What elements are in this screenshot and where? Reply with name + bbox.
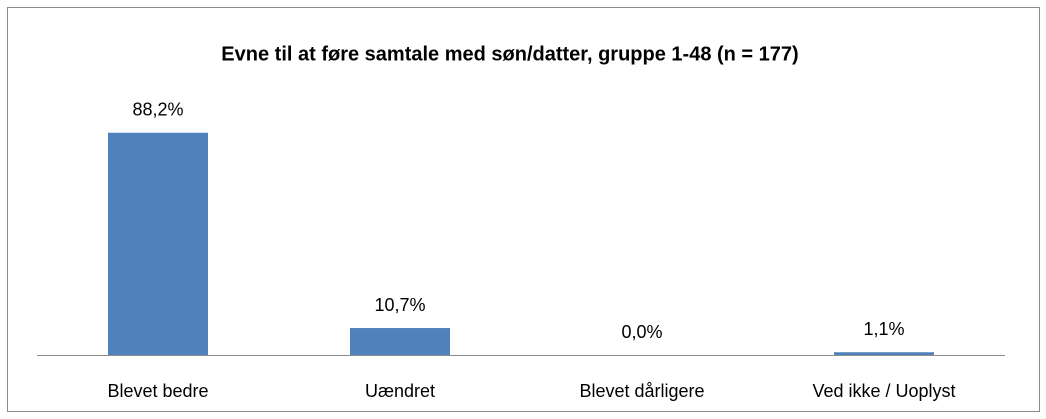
data-label: 1,1% (863, 319, 904, 339)
x-tick-label: Blevet bedre (107, 381, 208, 401)
x-tick-label: Blevet dårligere (579, 381, 704, 401)
bar (108, 132, 208, 355)
data-label: 0,0% (621, 322, 662, 342)
bar (834, 352, 934, 355)
data-label: 10,7% (374, 295, 425, 315)
data-label: 88,2% (132, 99, 183, 119)
chart-title: Evne til at føre samtale med søn/datter,… (221, 43, 798, 65)
x-tick-label: Uændret (365, 381, 435, 401)
x-tick-label: Ved ikke / Uoplyst (812, 381, 955, 401)
bar (350, 328, 450, 355)
